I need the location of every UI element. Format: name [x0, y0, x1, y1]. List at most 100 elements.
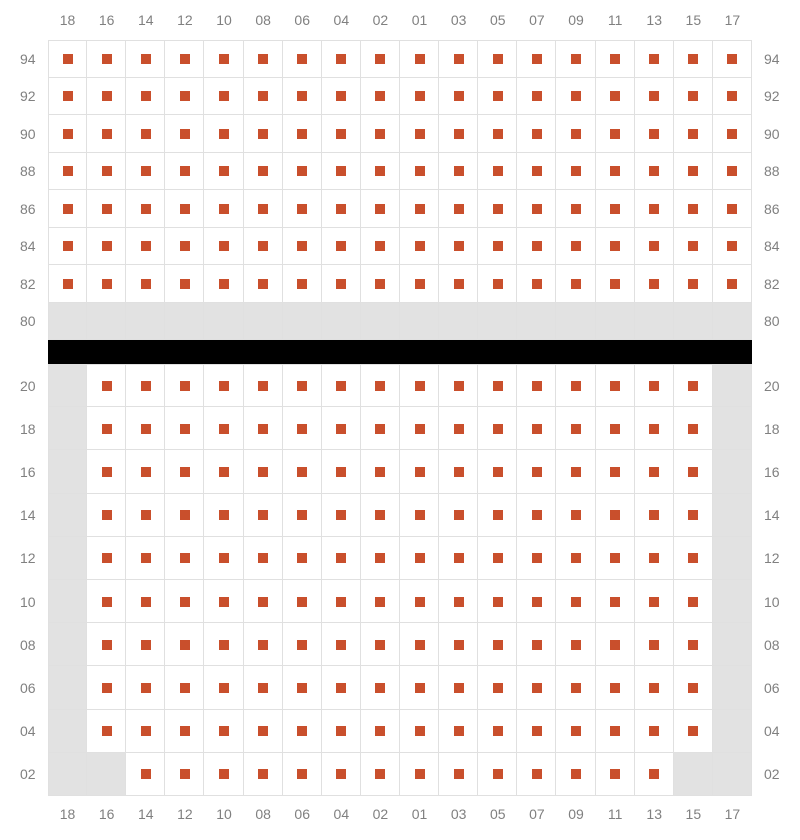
seat-marker[interactable] — [688, 279, 698, 289]
seat-marker[interactable] — [532, 683, 542, 693]
seat-marker[interactable] — [63, 166, 73, 176]
seat-marker[interactable] — [454, 241, 464, 251]
seat-marker[interactable] — [219, 279, 229, 289]
seat-marker[interactable] — [375, 241, 385, 251]
seat-marker[interactable] — [258, 553, 268, 563]
seat-marker[interactable] — [610, 510, 620, 520]
seat-marker[interactable] — [493, 204, 503, 214]
seat-marker[interactable] — [258, 129, 268, 139]
seat-marker[interactable] — [102, 683, 112, 693]
seat-marker[interactable] — [258, 424, 268, 434]
seat-marker[interactable] — [180, 553, 190, 563]
seat-marker[interactable] — [141, 553, 151, 563]
seat-marker[interactable] — [493, 381, 503, 391]
seat-marker[interactable] — [493, 640, 503, 650]
seat-marker[interactable] — [141, 279, 151, 289]
seat-marker[interactable] — [493, 166, 503, 176]
seat-marker[interactable] — [610, 166, 620, 176]
seat-marker[interactable] — [180, 597, 190, 607]
seat-marker[interactable] — [688, 553, 698, 563]
seat-marker[interactable] — [532, 467, 542, 477]
seat-marker[interactable] — [493, 597, 503, 607]
seat-marker[interactable] — [532, 424, 542, 434]
seat-marker[interactable] — [688, 381, 698, 391]
seat-marker[interactable] — [415, 279, 425, 289]
seat-marker[interactable] — [649, 381, 659, 391]
seat-marker[interactable] — [493, 241, 503, 251]
seat-marker[interactable] — [649, 467, 659, 477]
seat-marker[interactable] — [571, 553, 581, 563]
seat-marker[interactable] — [219, 54, 229, 64]
seat-marker[interactable] — [688, 241, 698, 251]
seat-marker[interactable] — [141, 597, 151, 607]
seat-marker[interactable] — [727, 166, 737, 176]
seat-marker[interactable] — [454, 424, 464, 434]
seat-marker[interactable] — [258, 467, 268, 477]
seat-marker[interactable] — [258, 279, 268, 289]
seat-marker[interactable] — [336, 54, 346, 64]
seat-marker[interactable] — [297, 91, 307, 101]
seat-marker[interactable] — [454, 597, 464, 607]
seat-cell[interactable] — [635, 303, 674, 341]
seat-marker[interactable] — [258, 241, 268, 251]
seat-marker[interactable] — [336, 726, 346, 736]
seat-marker[interactable] — [180, 769, 190, 779]
seat-cell[interactable] — [713, 450, 752, 493]
seat-marker[interactable] — [610, 279, 620, 289]
seat-marker[interactable] — [571, 204, 581, 214]
seat-marker[interactable] — [180, 640, 190, 650]
seat-marker[interactable] — [102, 424, 112, 434]
seat-marker[interactable] — [375, 683, 385, 693]
seat-marker[interactable] — [649, 54, 659, 64]
seat-marker[interactable] — [297, 683, 307, 693]
seat-marker[interactable] — [141, 769, 151, 779]
seat-cell[interactable] — [439, 303, 478, 341]
seat-marker[interactable] — [571, 597, 581, 607]
seat-cell[interactable] — [674, 303, 713, 341]
seat-marker[interactable] — [63, 279, 73, 289]
seat-marker[interactable] — [258, 769, 268, 779]
seat-marker[interactable] — [141, 166, 151, 176]
seat-cell[interactable] — [322, 303, 361, 341]
seat-marker[interactable] — [688, 597, 698, 607]
seat-marker[interactable] — [258, 597, 268, 607]
seat-cell[interactable] — [165, 303, 204, 341]
seat-marker[interactable] — [180, 166, 190, 176]
seat-marker[interactable] — [375, 166, 385, 176]
seat-cell[interactable] — [713, 623, 752, 666]
seat-marker[interactable] — [297, 129, 307, 139]
seat-marker[interactable] — [610, 424, 620, 434]
seat-marker[interactable] — [102, 381, 112, 391]
seat-marker[interactable] — [415, 54, 425, 64]
seat-marker[interactable] — [258, 54, 268, 64]
seat-marker[interactable] — [297, 467, 307, 477]
seat-marker[interactable] — [180, 91, 190, 101]
seat-marker[interactable] — [180, 129, 190, 139]
seat-marker[interactable] — [415, 510, 425, 520]
seat-marker[interactable] — [532, 91, 542, 101]
seat-marker[interactable] — [141, 467, 151, 477]
seat-marker[interactable] — [493, 467, 503, 477]
seat-marker[interactable] — [375, 769, 385, 779]
seat-marker[interactable] — [571, 769, 581, 779]
seat-marker[interactable] — [493, 91, 503, 101]
seat-marker[interactable] — [180, 279, 190, 289]
seat-marker[interactable] — [610, 769, 620, 779]
seat-marker[interactable] — [336, 467, 346, 477]
seat-marker[interactable] — [610, 726, 620, 736]
seat-marker[interactable] — [219, 597, 229, 607]
seat-marker[interactable] — [454, 129, 464, 139]
seat-marker[interactable] — [727, 54, 737, 64]
seat-marker[interactable] — [532, 279, 542, 289]
seat-marker[interactable] — [454, 683, 464, 693]
seat-marker[interactable] — [375, 129, 385, 139]
seat-marker[interactable] — [493, 424, 503, 434]
seat-marker[interactable] — [493, 769, 503, 779]
seat-marker[interactable] — [415, 597, 425, 607]
seat-marker[interactable] — [219, 726, 229, 736]
seat-marker[interactable] — [219, 553, 229, 563]
seat-marker[interactable] — [532, 204, 542, 214]
seat-marker[interactable] — [493, 553, 503, 563]
seat-cell[interactable] — [48, 623, 87, 666]
seat-marker[interactable] — [415, 467, 425, 477]
